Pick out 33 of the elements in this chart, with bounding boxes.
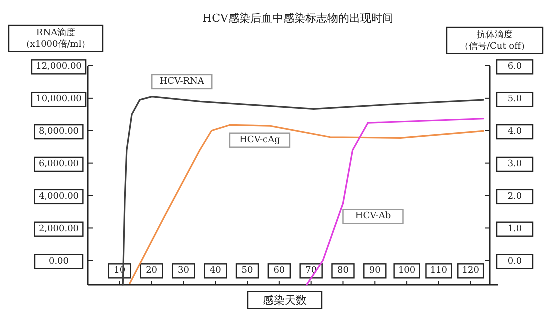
y2-tick-label: 6.0 — [508, 62, 522, 72]
y2-tick-label: 2.0 — [508, 192, 522, 202]
chart-title: HCV感染后血中感染标志物的出现时间 — [202, 12, 394, 25]
y2-tick-label: 4.0 — [508, 127, 522, 138]
y-tick-label: 4,000.00 — [38, 192, 80, 202]
x-tick-label: 100 — [398, 266, 416, 276]
line-series — [306, 118, 484, 286]
y-tick-label: 2,000.00 — [38, 224, 80, 234]
x-tick-label: 90 — [369, 266, 382, 276]
y-axis-title: RNA滴度（x1000倍/ml） — [21, 28, 91, 50]
y2-tick-label: 5.0 — [508, 94, 522, 105]
x-tick-label: 120 — [462, 266, 480, 276]
x-tick-label: 40 — [210, 266, 222, 276]
y2-tick-label: 0.0 — [508, 256, 522, 267]
x-tick-label: 30 — [178, 266, 190, 276]
y-tick-label: 6,000.00 — [38, 159, 80, 170]
series-label: HCV-Ab — [355, 212, 392, 222]
y-tick-label: 10,000.00 — [36, 94, 82, 105]
x-tick-label: 110 — [430, 266, 448, 276]
line-series — [129, 124, 484, 284]
y2-tick-label: 1.0 — [508, 224, 522, 234]
y-tick-label: 0.00 — [48, 256, 70, 267]
y2-tick-label: 3.0 — [508, 159, 522, 170]
series-label: HCV-cAg — [240, 135, 281, 146]
series-label: HCV-RNA — [160, 76, 205, 87]
x-tick-label: 20 — [146, 266, 158, 276]
x-tick-label: 80 — [338, 266, 350, 276]
x-tick-label: 60 — [274, 266, 286, 276]
y-tick-label: 8,000.00 — [38, 127, 80, 138]
x-axis-title: 感染天数 — [263, 294, 307, 307]
y-tick-label: 12,000.00 — [36, 62, 82, 72]
x-tick-label: 50 — [242, 266, 254, 276]
y2-axis-title: 抗体滴度（信号/Cut off） — [460, 30, 530, 52]
